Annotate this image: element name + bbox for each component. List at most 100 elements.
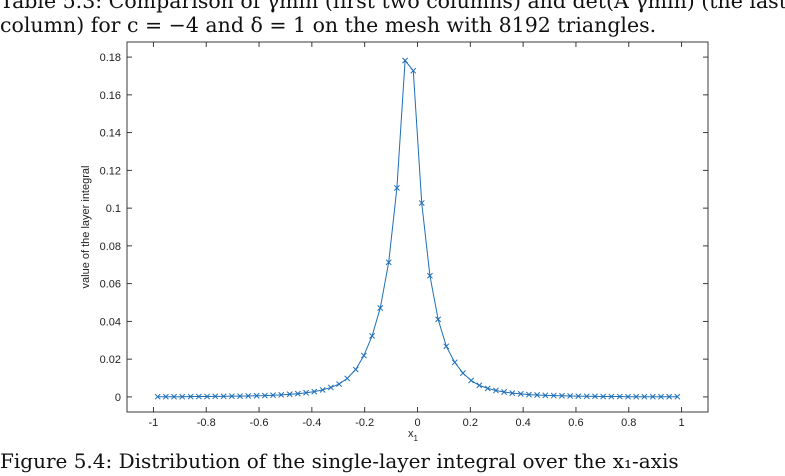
y-tick-label: 0.08 [100,241,121,253]
data-point-marker [179,393,186,400]
marker-stroke [360,352,367,359]
x-tick-label: 0 [414,417,420,429]
data-point-marker [270,392,276,399]
marker-stroke [195,393,202,400]
data-point-marker [459,370,466,377]
marker-stroke [228,393,235,400]
marker-stroke [352,366,359,373]
data-point-marker [517,390,524,397]
data-point-marker [674,393,681,400]
data-point-marker [253,392,260,399]
marker-stroke [567,393,574,399]
data-point-marker [377,305,384,311]
marker-stroke [658,393,664,400]
x-tick-label: -0.4 [302,417,321,429]
data-point-marker [575,393,582,400]
data-series [154,57,681,400]
marker-stroke [641,393,648,400]
data-point-marker [245,393,252,399]
x-tick-label: 1 [679,417,685,429]
marker-stroke [311,388,318,395]
y-tick-label: 0.06 [100,279,121,291]
data-point-marker [294,390,301,397]
marker-stroke [253,392,260,399]
data-point-marker [154,393,161,400]
data-point-marker [484,385,491,392]
marker-stroke [674,393,681,400]
marker-stroke [575,393,582,400]
data-point-marker [542,392,549,399]
table-caption-line-1: Table 5.3: Comparison of γmin (first two… [0,0,785,13]
data-point-marker [509,390,516,397]
marker-stroke [327,384,334,391]
marker-stroke [550,392,557,399]
marker-stroke [542,392,549,399]
marker-stroke [179,393,186,400]
data-point-marker [278,391,285,398]
data-point-marker [616,393,623,400]
marker-stroke [344,375,351,382]
data-point-marker [369,332,376,339]
x-tick-label: 0.6 [568,417,583,429]
data-point-marker [583,393,590,400]
marker-stroke [633,393,640,400]
x-tick-label: 0.4 [515,417,530,429]
marker-stroke [385,259,392,266]
marker-stroke [220,393,227,400]
data-point-marker [204,393,210,400]
marker-stroke [377,305,384,311]
table-caption: Table 5.3: Comparison of γmin (first two… [0,0,785,37]
marker-stroke [204,393,210,400]
data-point-marker [402,57,409,64]
data-point-marker [410,67,417,74]
data-point-marker [435,316,442,323]
data-point-marker [327,384,334,391]
marker-stroke [245,393,252,399]
data-point-marker [525,391,532,398]
data-point-marker [633,393,640,400]
marker-stroke [418,200,425,206]
marker-stroke [171,393,177,400]
marker-stroke [616,393,623,400]
marker-stroke [534,392,541,398]
data-point-marker [658,393,664,400]
data-point-marker [212,393,219,400]
data-point-marker [352,366,359,373]
marker-stroke [517,390,524,397]
data-point-marker [666,393,673,400]
series-line [157,59,678,398]
data-point-marker [220,393,227,400]
marker-stroke [451,359,458,366]
marker-stroke [492,387,499,394]
marker-stroke [525,391,532,398]
marker-stroke [336,381,343,388]
x-tick-label: 0.8 [621,417,636,429]
data-point-marker [261,392,268,399]
marker-stroke [162,393,169,400]
marker-stroke [154,393,161,400]
data-point-marker [476,382,483,389]
data-point-marker [418,200,425,206]
marker-stroke [608,393,615,400]
y-tick-label: 0.14 [100,128,121,140]
data-point-marker [360,352,367,359]
data-point-marker [559,392,565,399]
y-tick-label: 0.18 [100,52,121,64]
y-axis-title: value of the layer integral [80,166,92,289]
data-point-marker [195,393,202,400]
marker-stroke [237,393,243,400]
data-point-marker [501,389,508,395]
data-point-marker [286,391,293,398]
data-point-marker [228,393,235,400]
data-point-marker [319,386,326,393]
data-point-marker [385,259,392,266]
marker-stroke [426,272,433,279]
marker-stroke [459,370,466,377]
marker-stroke [402,57,409,64]
data-point-marker [600,393,607,400]
data-point-marker [237,393,243,400]
marker-stroke [319,386,326,393]
data-point-marker [641,393,648,400]
data-point-marker [311,388,318,395]
